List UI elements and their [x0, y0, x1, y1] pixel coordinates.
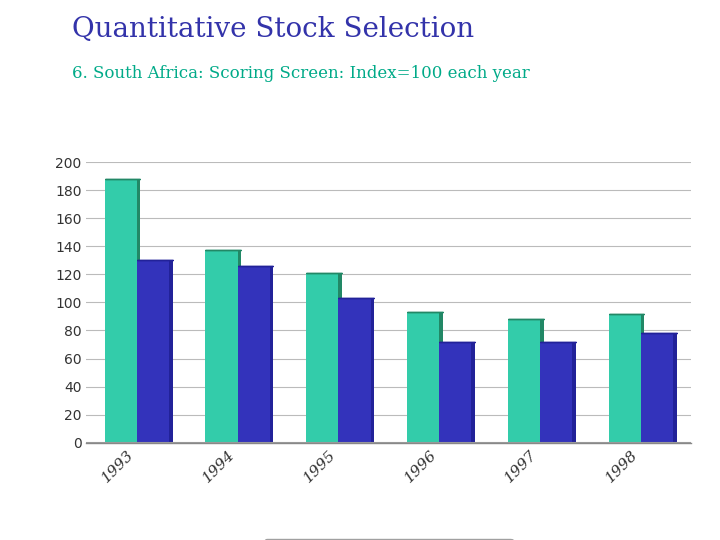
Bar — [612, 314, 644, 443]
Bar — [608, 314, 641, 443]
Bar — [310, 273, 342, 443]
Bar — [306, 273, 338, 443]
Bar — [443, 342, 475, 443]
Bar — [205, 251, 238, 443]
Text: 6. South Africa: Scoring Screen: Index=100 each year: 6. South Africa: Scoring Screen: Index=1… — [72, 65, 530, 82]
Legend: Top, Bottom: Top, Bottom — [264, 539, 514, 540]
Bar — [540, 342, 572, 443]
Bar — [544, 342, 576, 443]
Bar — [108, 179, 140, 443]
Bar — [104, 179, 137, 443]
Bar — [511, 319, 544, 443]
Bar — [410, 312, 443, 443]
Bar — [508, 319, 540, 443]
Bar — [407, 312, 439, 443]
Text: Quantitative Stock Selection: Quantitative Stock Selection — [72, 16, 474, 43]
Bar — [641, 333, 673, 443]
Bar — [209, 251, 241, 443]
Bar — [439, 342, 472, 443]
Bar — [241, 266, 274, 443]
Bar — [238, 266, 270, 443]
Bar — [342, 298, 374, 443]
Bar — [137, 260, 169, 443]
Bar — [140, 260, 173, 443]
Bar — [338, 298, 371, 443]
Bar — [644, 333, 677, 443]
